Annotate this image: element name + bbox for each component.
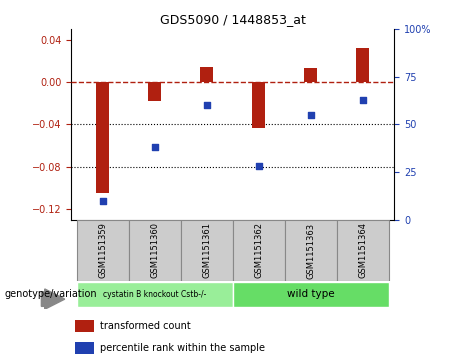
Bar	[304, 68, 317, 82]
FancyArrow shape	[41, 289, 65, 309]
Bar	[181, 220, 233, 281]
Point	[255, 163, 262, 169]
Text: genotype/variation: genotype/variation	[5, 289, 97, 299]
Point	[99, 197, 106, 203]
Bar	[285, 220, 337, 281]
Text: GSM1151364: GSM1151364	[358, 223, 367, 278]
Bar	[337, 220, 389, 281]
Text: percentile rank within the sample: percentile rank within the sample	[100, 343, 266, 352]
Title: GDS5090 / 1448853_at: GDS5090 / 1448853_at	[160, 13, 306, 26]
Bar	[75, 320, 94, 332]
Bar	[233, 220, 285, 281]
Bar	[200, 67, 213, 82]
Text: transformed count: transformed count	[100, 321, 191, 331]
Bar	[148, 82, 161, 101]
Bar	[77, 220, 129, 281]
Point	[307, 112, 314, 118]
Bar	[96, 82, 109, 193]
Text: GSM1151363: GSM1151363	[307, 223, 315, 278]
Text: GSM1151359: GSM1151359	[98, 223, 107, 278]
Bar	[129, 220, 181, 281]
Bar	[75, 342, 94, 354]
Text: GSM1151362: GSM1151362	[254, 223, 263, 278]
Text: GSM1151360: GSM1151360	[150, 223, 159, 278]
Bar	[233, 282, 389, 307]
Point	[359, 97, 366, 102]
Bar	[356, 48, 369, 82]
Bar	[77, 282, 233, 307]
Text: cystatin B knockout Cstb-/-: cystatin B knockout Cstb-/-	[103, 290, 207, 299]
Bar	[252, 82, 266, 127]
Text: wild type: wild type	[287, 289, 335, 299]
Point	[203, 102, 211, 108]
Point	[151, 144, 159, 150]
Text: GSM1151361: GSM1151361	[202, 223, 211, 278]
